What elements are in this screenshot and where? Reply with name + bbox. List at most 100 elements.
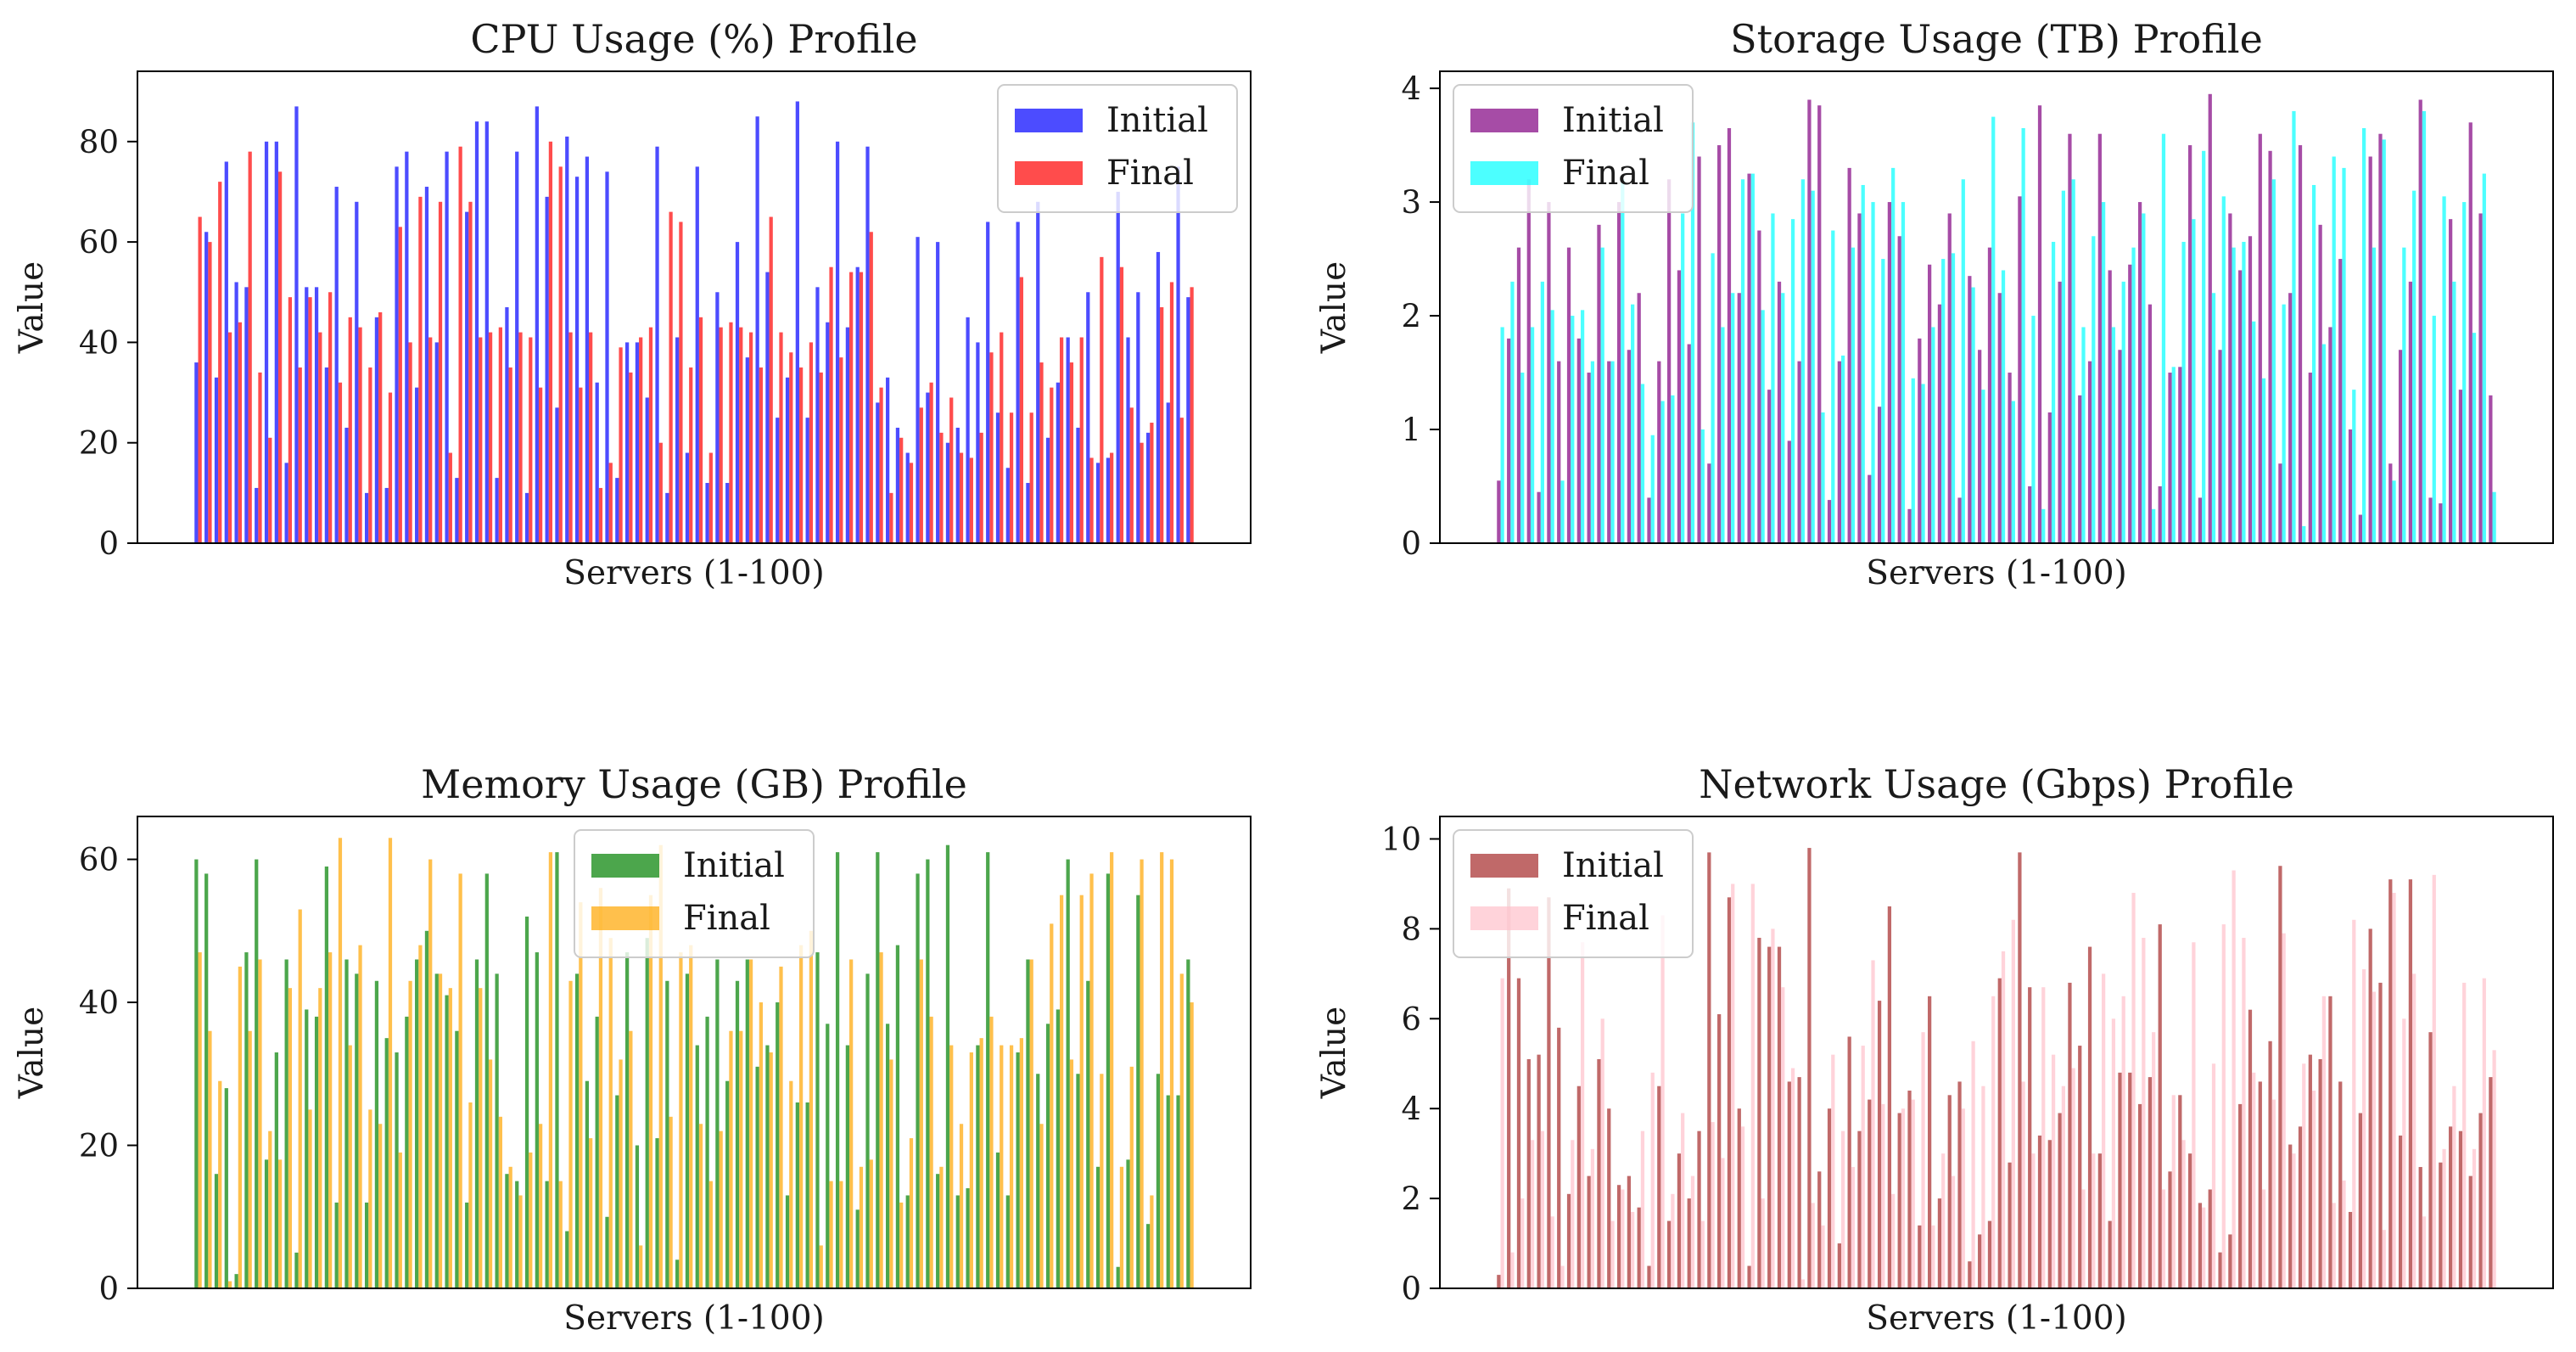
cpu-bar-final-24 (428, 337, 433, 543)
storage-bar-final-96 (2452, 281, 2456, 543)
cpu-bar-final-40 (589, 332, 593, 543)
memory-bar-final-46 (648, 895, 653, 1288)
memory-bar-final-67 (859, 1166, 864, 1288)
memory-bar-initial-65 (835, 852, 840, 1288)
storage-bar-initial-98 (2468, 122, 2472, 544)
network-bar-initial-69 (2178, 1095, 2182, 1288)
memory-bar-final-75 (939, 1166, 944, 1288)
memory-bar-initial-92 (1106, 873, 1111, 1288)
storage-bar-initial-16 (1647, 497, 1651, 543)
cpu-bar-initial-67 (855, 266, 860, 543)
network-bar-initial-49 (1978, 1234, 1982, 1288)
memory-bar-final-18 (368, 1109, 372, 1288)
memory-bar-initial-84 (1026, 959, 1030, 1288)
network-bar-initial-43 (1918, 1225, 1922, 1288)
storage-bar-initial-76 (2248, 236, 2253, 543)
memory-panel-title: Memory Usage (GB) Profile (421, 761, 967, 807)
network-bar-initial-26 (1747, 1265, 1751, 1288)
storage-bar-final-39 (1881, 259, 1885, 543)
network-bar-final-74 (2232, 870, 2236, 1288)
memory-bar-initial-70 (886, 1024, 890, 1288)
network-bar-final-31 (1800, 1279, 1805, 1288)
network-legend-swatch-final (1470, 906, 1538, 930)
network-bar-final-71 (2202, 1207, 2206, 1288)
cpu-bar-initial-65 (835, 141, 840, 543)
memory-bar-final-38 (568, 980, 573, 1288)
storage-bar-final-42 (1911, 378, 1915, 543)
cpu-bar-final-25 (438, 201, 443, 544)
cpu-bar-final-36 (548, 141, 553, 543)
network-bar-initial-4 (1526, 1058, 1531, 1288)
storage-bar-initial-77 (2258, 133, 2262, 543)
network-bar-final-12 (1610, 1220, 1615, 1288)
cpu-bar-initial-82 (1005, 468, 1010, 543)
network-bar-final-94 (2432, 874, 2436, 1288)
network-bar-final-96 (2452, 1086, 2456, 1288)
memory-bar-final-36 (548, 852, 553, 1288)
storage-bar-final-21 (1700, 429, 1705, 543)
memory-bar-initial-55 (735, 980, 740, 1288)
network-bar-initial-44 (1928, 996, 1932, 1288)
network-bar-initial-32 (1807, 848, 1812, 1288)
cpu-legend-swatch-initial (1015, 109, 1083, 132)
cpu-bar-initial-100 (1186, 297, 1190, 543)
network-bar-initial-72 (2208, 1189, 2212, 1288)
storage-bar-initial-61 (2097, 133, 2102, 543)
memory-bar-final-88 (1069, 1059, 1074, 1288)
storage-bar-final-61 (2101, 202, 2106, 543)
memory-bar-final-14 (328, 952, 333, 1288)
network-bar-final-100 (2492, 1050, 2496, 1288)
storage-bar-initial-5 (1537, 491, 1541, 543)
cpu-bar-initial-5 (234, 282, 238, 543)
storage-bar-initial-23 (1717, 145, 1722, 543)
storage-bar-initial-21 (1697, 156, 1701, 544)
memory-bar-final-40 (589, 1138, 593, 1288)
cpu-bar-initial-90 (1086, 292, 1090, 543)
cpu-bar-initial-17 (355, 201, 359, 544)
cpu-bar-initial-29 (474, 121, 479, 543)
memory-bar-final-10 (288, 988, 293, 1288)
cpu-bar-initial-47 (655, 146, 659, 543)
cpu-bar-final-41 (598, 487, 603, 543)
network-legend-label-final: Final (1562, 899, 1649, 938)
network-bar-initial-29 (1777, 946, 1782, 1288)
cpu-bar-final-4 (227, 332, 232, 543)
cpu-bar-initial-32 (505, 307, 509, 543)
cpu-bar-initial-99 (1176, 166, 1180, 543)
network-bar-final-1 (1500, 978, 1504, 1288)
network-bar-final-58 (2071, 1068, 2075, 1288)
storage-bar-initial-17 (1657, 361, 1661, 543)
storage-bar-final-50 (1991, 116, 1996, 543)
network-bar-initial-37 (1857, 1130, 1862, 1288)
memory-bar-final-19 (378, 1124, 383, 1288)
memory-bar-initial-49 (675, 1259, 680, 1288)
cpu-bar-initial-33 (515, 151, 519, 543)
network-bar-final-5 (1540, 1130, 1544, 1288)
cpu-bar-initial-83 (1016, 222, 1020, 543)
cpu-bar-final-96 (1150, 423, 1154, 543)
network-bar-initial-40 (1887, 906, 1892, 1288)
memory-bar-initial-52 (705, 1016, 709, 1288)
network-bar-final-84 (2332, 1203, 2336, 1288)
storage-y-axis-label: Value (1315, 261, 1353, 355)
network-bar-initial-89 (2378, 982, 2383, 1288)
cpu-bar-final-98 (1169, 282, 1174, 543)
memory-bar-initial-40 (585, 1080, 590, 1288)
cpu-bar-initial-76 (945, 442, 950, 543)
network-bar-initial-79 (2278, 866, 2282, 1288)
network-bar-final-27 (1761, 1198, 1765, 1288)
network-bar-initial-47 (1957, 1081, 1962, 1288)
cpu-bar-initial-75 (936, 242, 940, 543)
memory-bar-initial-25 (434, 973, 439, 1288)
cpu-bar-initial-93 (1116, 191, 1120, 543)
cpu-bar-final-44 (629, 372, 633, 543)
memory-y-tick-label: 0 (98, 1271, 119, 1307)
network-bar-final-44 (1931, 1225, 1935, 1288)
network-y-tick-label: 6 (1401, 1001, 1421, 1037)
cpu-legend-label-initial: Initial (1106, 101, 1208, 140)
storage-bar-initial-85 (2338, 259, 2343, 543)
memory-bar-initial-91 (1095, 1166, 1100, 1288)
storage-bar-final-48 (1971, 287, 1975, 543)
cpu-bar-initial-68 (865, 146, 870, 543)
